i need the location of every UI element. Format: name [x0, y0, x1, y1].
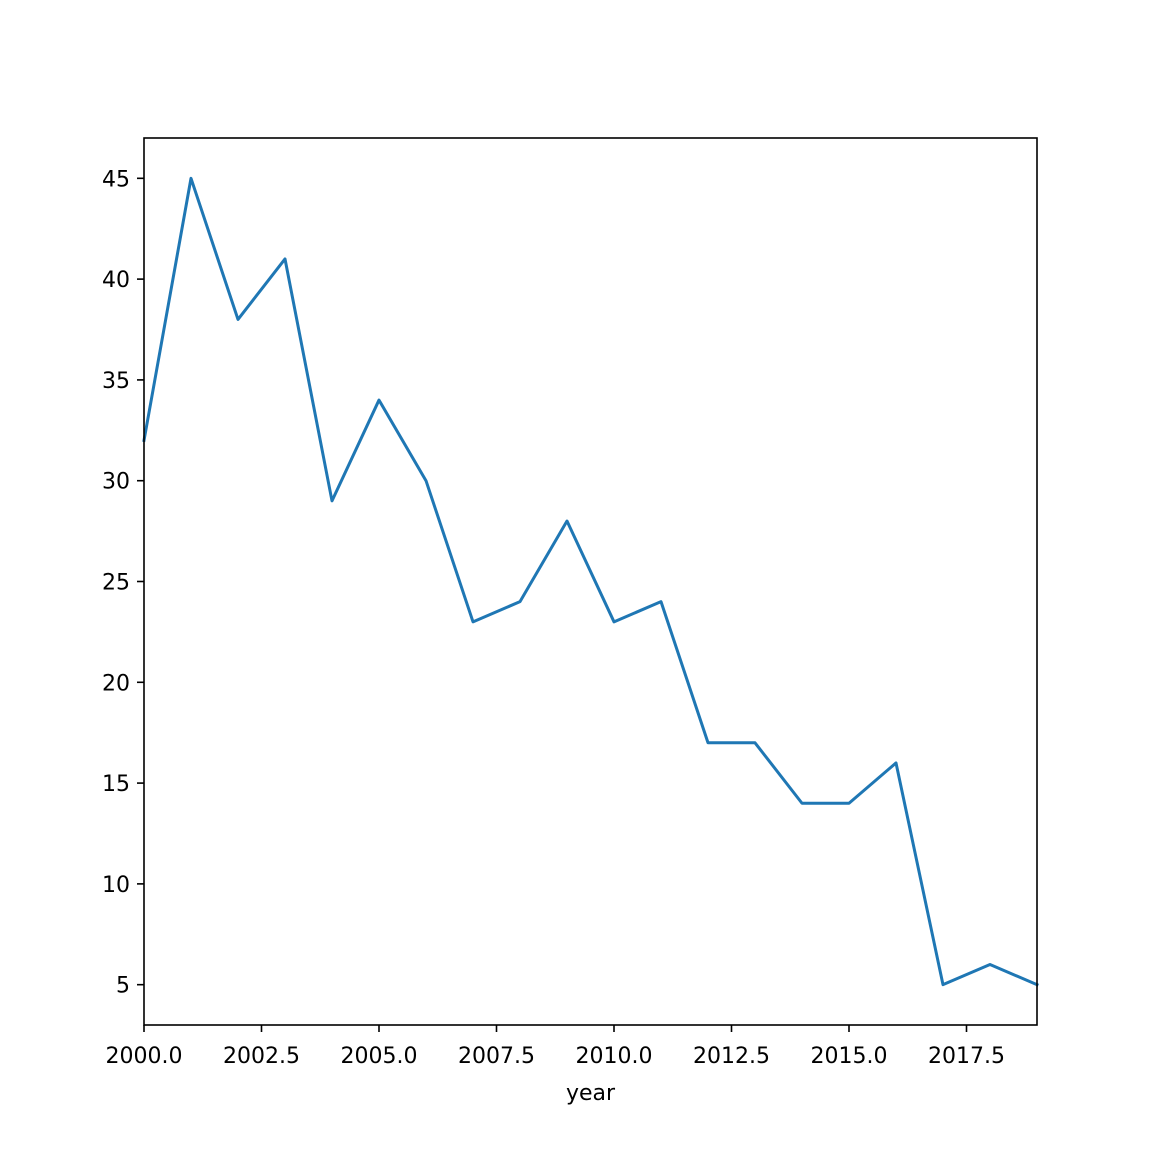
y-tick-label: 10: [102, 873, 130, 898]
plot-frame: [143, 137, 1038, 1026]
y-tick-label: 20: [102, 671, 130, 696]
y-tick-label: 30: [102, 470, 130, 495]
x-tick-label: 2010.0: [576, 1044, 653, 1069]
y-tick-label: 5: [116, 974, 130, 999]
x-tick-label: 2007.5: [458, 1044, 535, 1069]
y-tick-label: 15: [102, 772, 130, 797]
x-tick-label: 2015.0: [811, 1044, 888, 1069]
plot-background: [144, 138, 1037, 1025]
x-tick-label: 2000.0: [106, 1044, 183, 1069]
y-tick-label: 35: [102, 369, 130, 394]
y-tick-label: 45: [102, 167, 130, 192]
series-line: [142, 176, 1039, 987]
x-axis-label: year: [566, 1081, 616, 1106]
x-tick-label: 2012.5: [693, 1044, 770, 1069]
x-tick-label: 2017.5: [928, 1044, 1005, 1069]
series-layer: [142, 176, 1039, 987]
y-tick-label: 40: [102, 268, 130, 293]
y-tick-label: 25: [102, 571, 130, 596]
x-tick-label: 2005.0: [341, 1044, 418, 1069]
x-axis-ticks: 2000.0 2002.5 2005.0 2007.5 2010.0 2012.5 2015…: [106, 1025, 1005, 1069]
x-tick-label: 2002.5: [223, 1044, 300, 1069]
y-axis-ticks: 5 10 15 20 25 30 35 40 45: [102, 167, 144, 999]
